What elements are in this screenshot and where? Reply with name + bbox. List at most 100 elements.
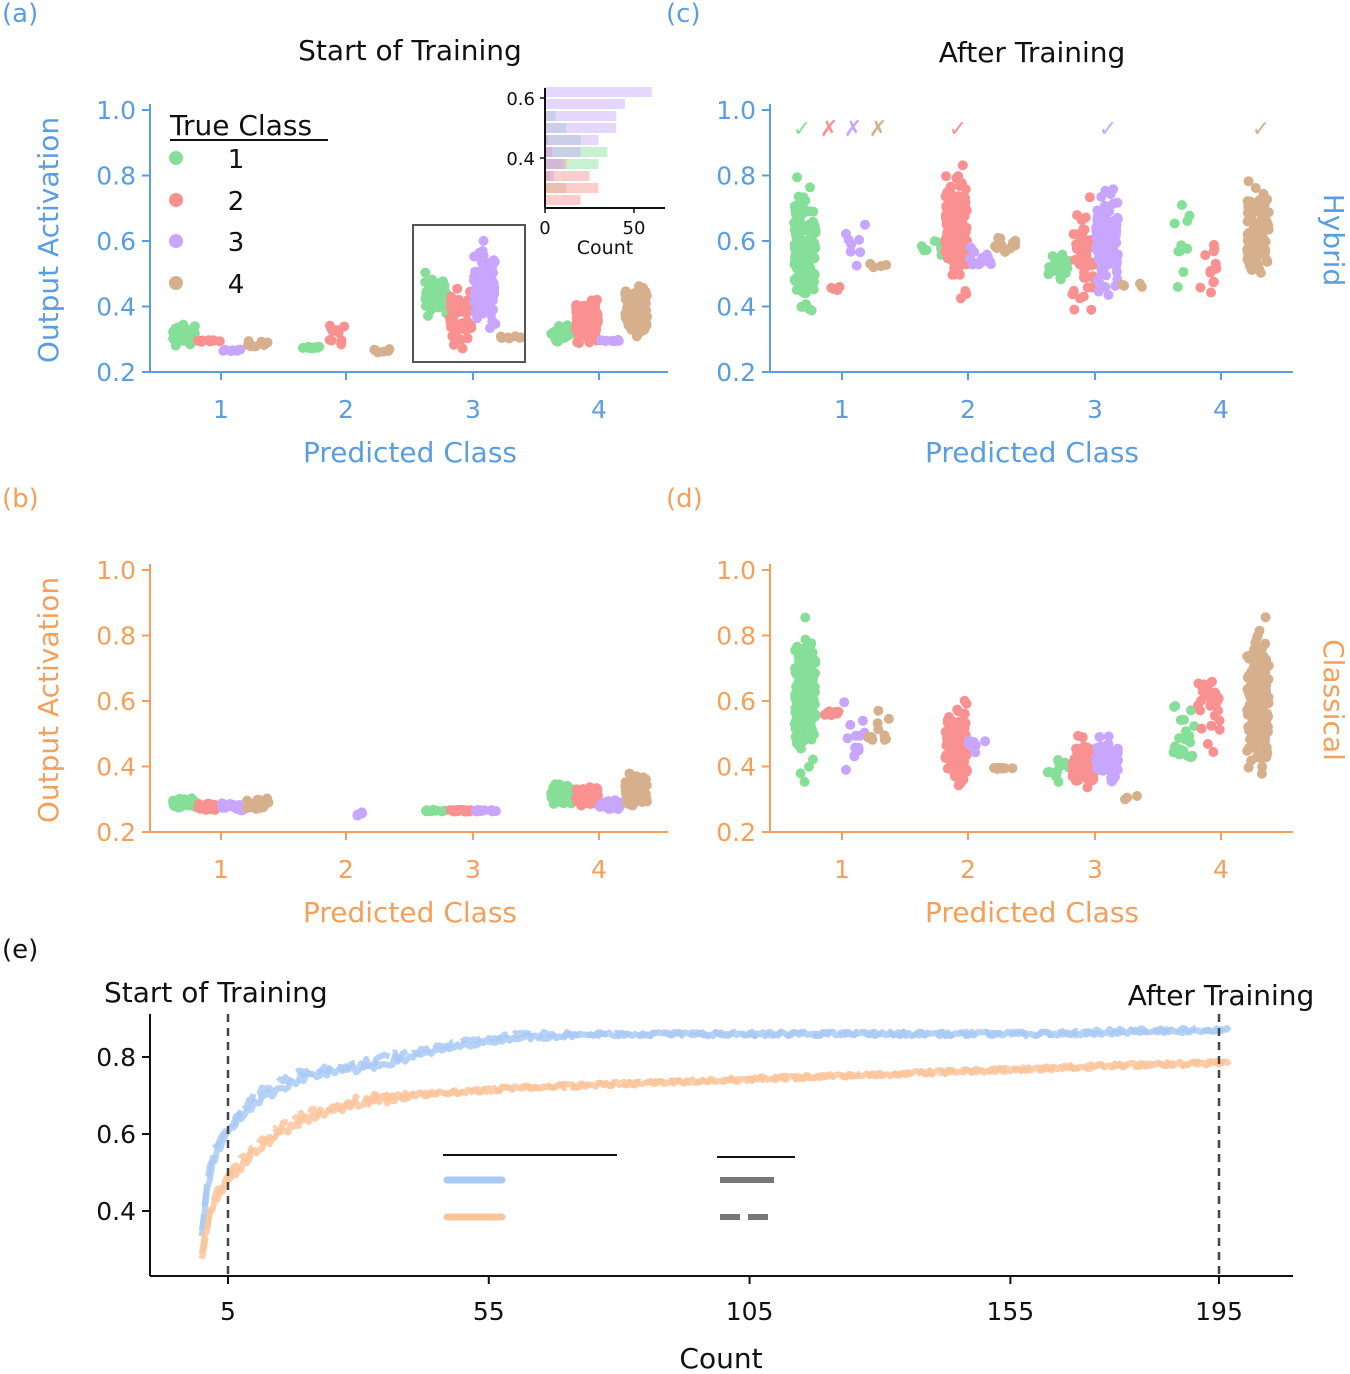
data-point	[1169, 218, 1180, 229]
data-point	[850, 730, 861, 741]
data-point	[883, 713, 894, 724]
data-point	[170, 340, 181, 351]
data-point	[486, 805, 497, 816]
data-point	[1185, 737, 1196, 748]
data-point	[574, 338, 585, 349]
data-point	[1081, 251, 1092, 262]
data-point	[947, 233, 958, 244]
histogram-bar	[545, 135, 599, 145]
x-tick-label: 4	[1213, 395, 1229, 424]
data-point	[1070, 765, 1081, 776]
data-point	[1073, 241, 1084, 251]
data-point	[205, 335, 216, 346]
legend-marker-3	[169, 234, 183, 248]
data-point	[949, 771, 960, 782]
data-point	[205, 803, 216, 814]
check-mark: ✓	[1099, 117, 1117, 142]
histogram-bar	[545, 111, 617, 121]
data-point	[262, 337, 273, 348]
epoch-marker-label: Start of Training	[104, 976, 328, 1009]
data-point	[1214, 715, 1225, 726]
data-point	[1257, 761, 1268, 772]
data-point	[957, 160, 968, 171]
data-point	[954, 269, 965, 280]
data-point	[634, 324, 645, 335]
y-tick-label: 0.4	[96, 1197, 136, 1226]
data-point	[551, 336, 562, 347]
panel-d-xlabel: Predicted Class	[925, 896, 1139, 929]
histogram-bar	[545, 147, 581, 157]
y-tick-label: 0.4	[96, 753, 136, 782]
data-point	[446, 314, 457, 324]
x-tick-label: 55	[473, 1297, 505, 1326]
data-point	[1259, 745, 1270, 755]
x-tick-label: 155	[987, 1297, 1035, 1326]
data-point	[946, 217, 957, 228]
y-tick-label: 0.6	[716, 687, 756, 716]
data-point	[1181, 726, 1191, 737]
data-point	[826, 282, 837, 293]
data-point	[1243, 176, 1254, 187]
data-point	[1057, 264, 1067, 275]
data-point	[439, 280, 450, 291]
y-tick-label: 0.8	[716, 622, 756, 651]
data-point	[446, 291, 457, 302]
data-point	[1084, 192, 1095, 203]
panel-e-axes: 0.40.60.85 55 105 155 195	[96, 1014, 1293, 1326]
histogram-bar	[545, 147, 608, 157]
data-point	[469, 289, 480, 300]
data-point	[634, 281, 644, 292]
data-point	[808, 754, 818, 765]
data-point	[792, 679, 803, 690]
panel-e-label: (e)	[2, 935, 38, 965]
data-point	[369, 344, 380, 355]
data-point	[959, 191, 970, 202]
data-point	[989, 763, 1000, 773]
data-point	[1242, 745, 1253, 756]
panel-b-ylabel: Output Activation	[32, 577, 65, 823]
data-point	[954, 248, 965, 259]
data-point	[945, 183, 956, 194]
data-point	[1082, 766, 1093, 777]
histogram-bar	[545, 135, 581, 145]
data-point	[325, 320, 335, 331]
data-point	[921, 245, 932, 255]
data-point	[1246, 724, 1257, 735]
data-point	[430, 292, 441, 303]
data-point	[1099, 263, 1109, 273]
data-point	[1050, 771, 1061, 782]
data-point	[591, 319, 602, 330]
data-point	[577, 304, 588, 315]
panel-a-label: (a)	[2, 0, 38, 29]
panel-c-title: After Training	[939, 36, 1126, 69]
y-tick-label: 0.4	[716, 753, 756, 782]
y-tick-label: 0.6	[716, 227, 756, 256]
x-tick-label: 3	[1087, 395, 1103, 424]
data-point	[1257, 201, 1268, 212]
x-tick-label: 4	[1213, 855, 1229, 884]
data-point	[420, 267, 431, 278]
data-point	[947, 269, 958, 280]
data-point	[952, 704, 963, 715]
data-point	[946, 193, 957, 204]
data-point	[845, 246, 856, 257]
cross-mark: ✗	[844, 117, 862, 142]
data-point	[855, 247, 866, 258]
panel-d: (d) Predicted Class Classical 0.20.40.60…	[666, 484, 1350, 929]
data-point	[641, 793, 652, 804]
data-point	[790, 731, 801, 742]
data-point	[610, 336, 621, 347]
histogram-bar	[545, 87, 652, 97]
series-line	[198, 1057, 1232, 1260]
data-point	[1178, 745, 1189, 756]
data-point	[1249, 734, 1260, 744]
data-point	[459, 323, 469, 334]
y-tick-label: 1.0	[716, 96, 756, 125]
data-point	[839, 697, 850, 708]
data-point	[478, 276, 489, 287]
x-tick-label: 3	[465, 395, 481, 424]
data-point	[1242, 709, 1253, 720]
y-tick-label: 0.6	[96, 227, 136, 256]
data-point	[1092, 205, 1103, 216]
data-point	[449, 805, 460, 816]
